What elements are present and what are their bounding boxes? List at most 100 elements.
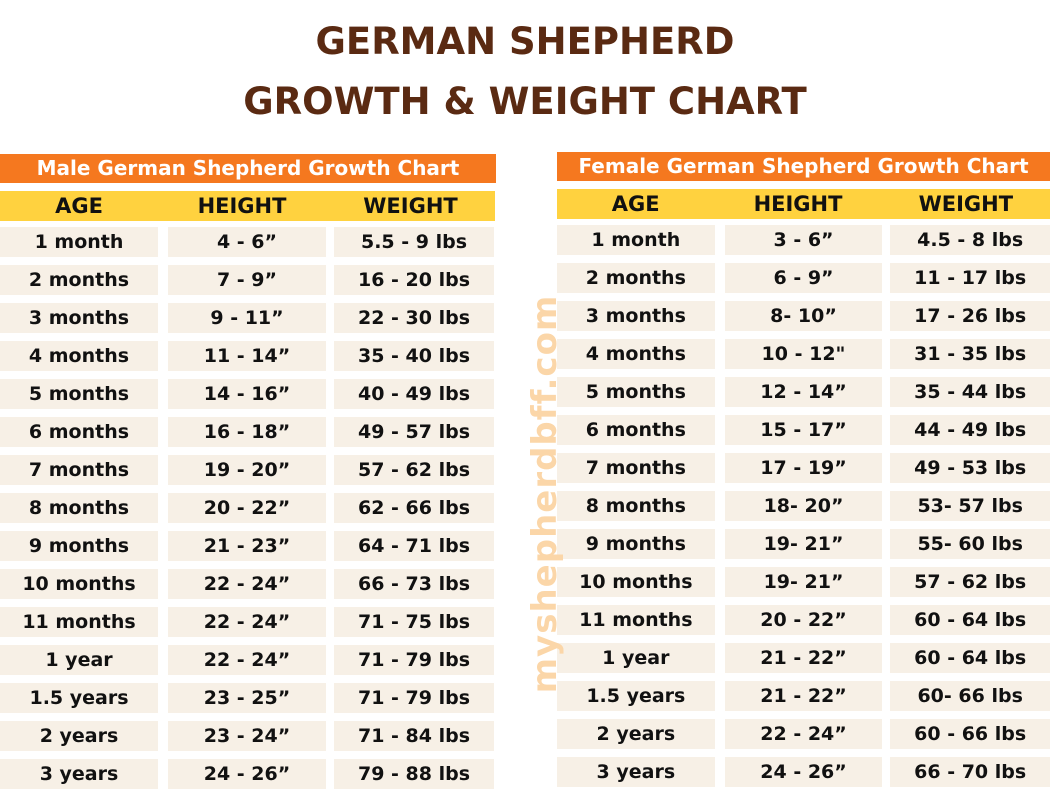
male-height-cell: 19 - 20” — [168, 455, 326, 485]
male-weight-cell: 71 - 79 lbs — [334, 645, 494, 675]
male-age-cell: 10 months — [0, 569, 158, 599]
male-age-cell: 1 month — [0, 227, 158, 257]
female-table-row: 2 months 6 - 9” 11 - 17 lbs — [557, 259, 1050, 297]
female-table-row: 8 months 18- 20” 53- 57 lbs — [557, 487, 1050, 525]
female-height-cell: 18- 20” — [724, 491, 883, 521]
male-weight-cell: 5.5 - 9 lbs — [334, 227, 494, 257]
female-weight-cell: 49 - 53 lbs — [890, 453, 1050, 483]
male-weight-cell: 49 - 57 lbs — [334, 417, 494, 447]
male-weight-cell: 57 - 62 lbs — [334, 455, 494, 485]
female-height-cell: 15 - 17” — [724, 415, 883, 445]
female-age-cell: 1.5 years — [557, 681, 715, 711]
male-height-cell: 22 - 24” — [168, 607, 326, 637]
female-age-cell: 10 months — [557, 567, 715, 597]
female-weight-cell: 60 - 66 lbs — [890, 719, 1050, 749]
male-age-cell: 1 year — [0, 645, 158, 675]
male-age-cell: 11 months — [0, 607, 158, 637]
female-height-cell: 24 - 26” — [724, 757, 883, 787]
male-table-row: 1 year 22 - 24” 71 - 79 lbs — [0, 641, 500, 679]
watermark: myshepherdbff.com — [525, 294, 565, 694]
male-height-cell: 11 - 14” — [168, 341, 326, 371]
male-table-row: 7 months 19 - 20” 57 - 62 lbs — [0, 451, 500, 489]
male-header-age: AGE — [55, 194, 103, 218]
male-age-cell: 7 months — [0, 455, 158, 485]
female-table-row: 10 months 19- 21” 57 - 62 lbs — [557, 563, 1050, 601]
female-weight-cell: 53- 57 lbs — [890, 491, 1050, 521]
male-weight-cell: 64 - 71 lbs — [334, 531, 494, 561]
male-weight-cell: 35 - 40 lbs — [334, 341, 494, 371]
male-height-cell: 14 - 16” — [168, 379, 326, 409]
female-age-cell: 3 years — [557, 757, 715, 787]
female-age-cell: 2 months — [557, 263, 715, 293]
male-age-cell: 6 months — [0, 417, 158, 447]
female-weight-cell: 60 - 64 lbs — [890, 643, 1050, 673]
male-height-cell: 20 - 22” — [168, 493, 326, 523]
male-age-cell: 8 months — [0, 493, 158, 523]
female-table-row: 4 months 10 - 12" 31 - 35 lbs — [557, 335, 1050, 373]
male-age-cell: 3 months — [0, 303, 158, 333]
female-height-cell: 3 - 6” — [724, 225, 883, 255]
male-height-cell: 22 - 24” — [168, 645, 326, 675]
female-height-cell: 6 - 9” — [724, 263, 883, 293]
male-table-row: 1.5 years 23 - 25” 71 - 79 lbs — [0, 679, 500, 717]
female-header-weight: WEIGHT — [918, 192, 1014, 216]
male-height-cell: 21 - 23” — [168, 531, 326, 561]
male-table-row: 3 months 9 - 11” 22 - 30 lbs — [0, 299, 500, 337]
female-age-cell: 2 years — [557, 719, 715, 749]
female-age-cell: 6 months — [557, 415, 715, 445]
male-table-row: 11 months 22 - 24” 71 - 75 lbs — [0, 603, 500, 641]
female-weight-cell: 31 - 35 lbs — [890, 339, 1050, 369]
male-weight-cell: 71 - 84 lbs — [334, 721, 494, 751]
female-height-cell: 17 - 19” — [724, 453, 883, 483]
male-height-cell: 24 - 26” — [168, 759, 326, 789]
female-weight-cell: 60- 66 lbs — [890, 681, 1050, 711]
female-weight-cell: 60 - 64 lbs — [890, 605, 1050, 635]
female-table-title: Female German Shepherd Growth Chart — [557, 152, 1050, 181]
female-table-row: 1.5 years 21 - 22” 60- 66 lbs — [557, 677, 1050, 715]
female-table-row: 9 months 19- 21” 55- 60 lbs — [557, 525, 1050, 563]
female-weight-cell: 57 - 62 lbs — [890, 567, 1050, 597]
female-table-header: AGE HEIGHT WEIGHT — [557, 189, 1050, 219]
male-height-cell: 4 - 6” — [168, 227, 326, 257]
female-weight-cell: 4.5 - 8 lbs — [890, 225, 1050, 255]
page-title-line-2: GROWTH & WEIGHT CHART — [243, 80, 807, 123]
female-height-cell: 8- 10” — [724, 301, 883, 331]
female-table-row: 1 year 21 - 22” 60 - 64 lbs — [557, 639, 1050, 677]
female-table-row: 11 months 20 - 22” 60 - 64 lbs — [557, 601, 1050, 639]
female-weight-cell: 66 - 70 lbs — [890, 757, 1050, 787]
male-weight-cell: 71 - 75 lbs — [334, 607, 494, 637]
male-table-row: 9 months 21 - 23” 64 - 71 lbs — [0, 527, 500, 565]
male-height-cell: 22 - 24” — [168, 569, 326, 599]
female-age-cell: 11 months — [557, 605, 715, 635]
female-height-cell: 21 - 22” — [724, 681, 883, 711]
female-table-row: 3 months 8- 10” 17 - 26 lbs — [557, 297, 1050, 335]
female-header-height: HEIGHT — [753, 192, 843, 216]
female-age-cell: 1 month — [557, 225, 715, 255]
male-weight-cell: 79 - 88 lbs — [334, 759, 494, 789]
male-weight-cell: 40 - 49 lbs — [334, 379, 494, 409]
female-table-row: 5 months 12 - 14” 35 - 44 lbs — [557, 373, 1050, 411]
male-table-row: 2 months 7 - 9” 16 - 20 lbs — [0, 261, 500, 299]
female-age-cell: 9 months — [557, 529, 715, 559]
page-title-line-1: GERMAN SHEPHERD — [315, 20, 735, 63]
male-table-row: 1 month 4 - 6” 5.5 - 9 lbs — [0, 223, 500, 261]
female-height-cell: 19- 21” — [724, 529, 883, 559]
female-growth-table: Female German Shepherd Growth Chart AGE … — [557, 152, 1050, 791]
male-table-row: 4 months 11 - 14” 35 - 40 lbs — [0, 337, 500, 375]
female-table-row: 7 months 17 - 19” 49 - 53 lbs — [557, 449, 1050, 487]
male-table-row: 5 months 14 - 16” 40 - 49 lbs — [0, 375, 500, 413]
male-table-title: Male German Shepherd Growth Chart — [0, 154, 496, 183]
female-table-body: 1 month 3 - 6” 4.5 - 8 lbs 2 months 6 - 9” 11… — [557, 221, 1050, 791]
female-weight-cell: 17 - 26 lbs — [890, 301, 1050, 331]
female-table-row: 6 months 15 - 17” 44 - 49 lbs — [557, 411, 1050, 449]
male-height-cell: 9 - 11” — [168, 303, 326, 333]
male-age-cell: 4 months — [0, 341, 158, 371]
male-height-cell: 23 - 24” — [168, 721, 326, 751]
female-height-cell: 20 - 22” — [724, 605, 883, 635]
male-age-cell: 5 months — [0, 379, 158, 409]
female-table-row: 3 years 24 - 26” 66 - 70 lbs — [557, 753, 1050, 791]
female-weight-cell: 44 - 49 lbs — [890, 415, 1050, 445]
female-table-row: 2 years 22 - 24” 60 - 66 lbs — [557, 715, 1050, 753]
male-height-cell: 7 - 9” — [168, 265, 326, 295]
female-age-cell: 7 months — [557, 453, 715, 483]
